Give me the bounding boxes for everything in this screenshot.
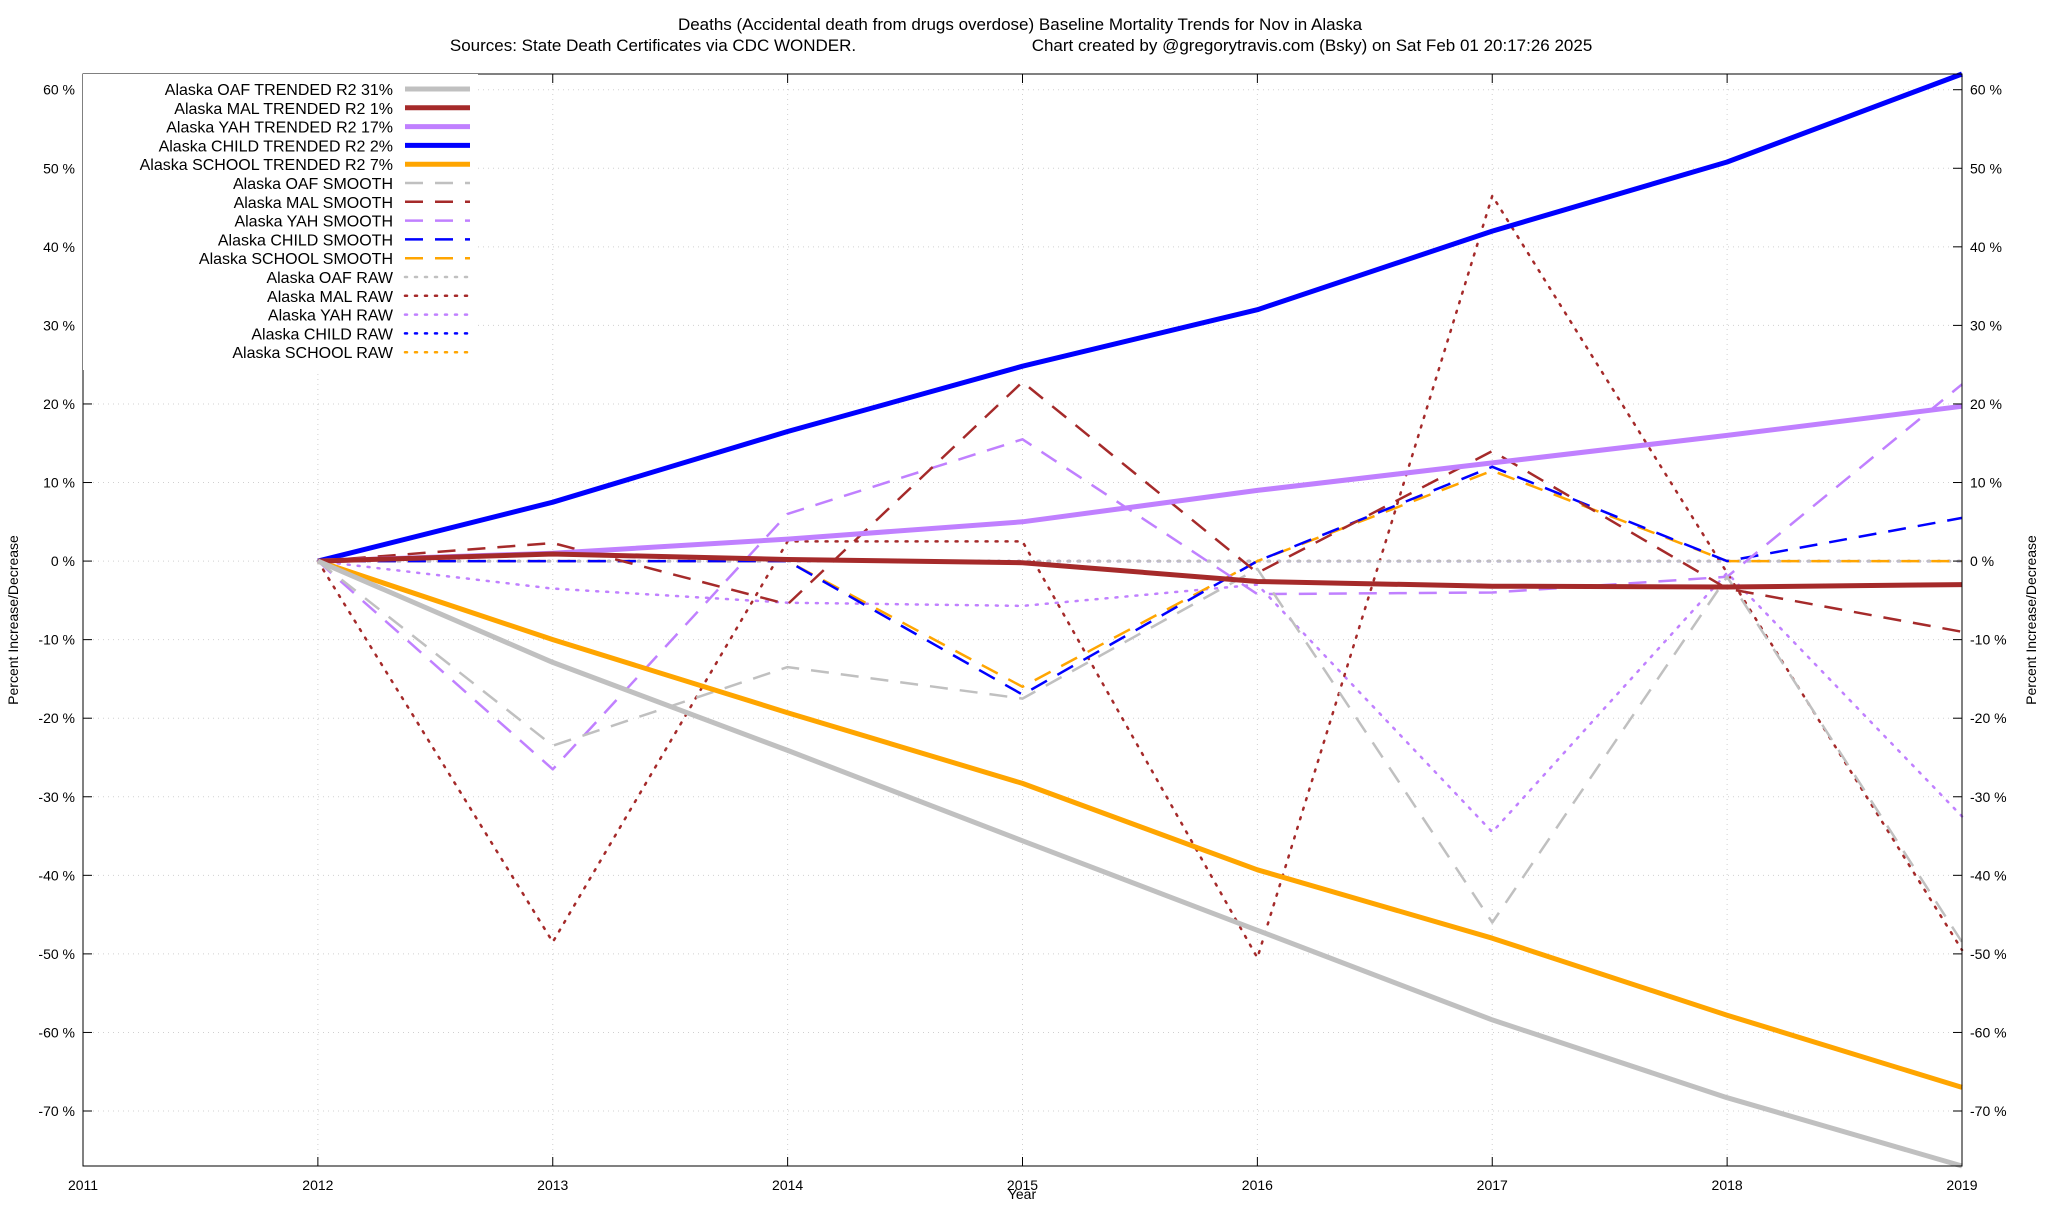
chart-subtitle-credit: Chart created by @gregorytravis.com (Bsk… [1032, 36, 1593, 55]
y-tick-label-right: -40 % [1970, 867, 2007, 883]
y-axis-label-left: Percent Increase/Decrease [5, 535, 21, 705]
legend-label: Alaska MAL RAW [267, 289, 394, 306]
chart-subtitle-source: Sources: State Death Certificates via CD… [450, 36, 856, 55]
y-tick-label-left: 10 % [43, 475, 75, 491]
y-tick-label-left: -70 % [38, 1103, 75, 1119]
y-axis-label-right: Percent Increase/Decrease [2023, 535, 2039, 705]
series-line-alaska-yah-trended-r [317, 403, 1963, 564]
tick-layer: 2011 2012 2013 2014 2015 2016 2017 2018 2019 60 %… [38, 74, 2007, 1193]
legend-label: Alaska MAL SMOOTH [234, 195, 393, 212]
x-tick-label: 2012 [302, 1177, 333, 1193]
y-tick-label-right: 0 % [1970, 553, 1994, 569]
x-tick-label: 2011 [68, 1177, 98, 1193]
legend-label: Alaska OAF SMOOTH [233, 176, 393, 193]
x-tick-label: 2014 [772, 1177, 803, 1193]
legend-label: Alaska CHILD RAW [251, 326, 394, 343]
legend-label: Alaska YAH SMOOTH [234, 214, 393, 231]
y-tick-label-right: -70 % [1970, 1103, 2007, 1119]
y-tick-label-left: 0 % [51, 553, 75, 569]
x-tick-label: 2016 [1242, 1177, 1273, 1193]
series-line-alaska-mal-trended-r [317, 551, 1963, 590]
legend-label: Alaska CHILD SMOOTH [218, 232, 393, 249]
legend-label: Alaska YAH RAW [268, 308, 394, 325]
y-tick-label-right: -10 % [1970, 632, 2007, 648]
y-tick-label-left: -40 % [38, 867, 75, 883]
legend-label: Alaska SCHOOL TRENDED R2 7% [140, 157, 393, 174]
y-tick-label-left: -50 % [38, 946, 75, 962]
y-tick-label-right: -50 % [1970, 946, 2007, 962]
x-tick-label: 2019 [1946, 1177, 1977, 1193]
series-line-alaska-oaf-trended-r [316, 558, 1963, 1169]
series-line-alaska-child-smooth [317, 465, 1963, 696]
legend-label: Alaska CHILD TRENDED R2 2% [159, 138, 393, 155]
y-tick-label-right: 20 % [1970, 396, 2002, 412]
x-tick-label: 2018 [1712, 1177, 1743, 1193]
legend-label: Alaska OAF TRENDED R2 31% [165, 82, 393, 99]
y-tick-label-left: -20 % [38, 710, 75, 726]
series-line-alaska-school-trended-r [317, 558, 1963, 1090]
series-line-alaska-oaf-smooth [317, 560, 1964, 943]
y-tick-label-right: 10 % [1970, 475, 2002, 491]
legend-label: Alaska YAH TRENDED R2 17% [166, 120, 393, 137]
series-line-alaska-yah-smooth [317, 383, 1963, 771]
y-tick-label-left: -60 % [38, 1024, 75, 1040]
chart-title: Deaths (Accidental death from drugs over… [678, 15, 1363, 34]
legend-layer: Alaska OAF TRENDED R2 31% Alaska MAL TREN… [83, 74, 478, 370]
y-tick-label-left: 40 % [43, 239, 75, 255]
y-tick-label-right: 40 % [1970, 239, 2002, 255]
y-tick-label-left: 60 % [43, 82, 75, 98]
x-tick-label: 2017 [1477, 1177, 1508, 1193]
y-tick-label-left: -30 % [38, 789, 75, 805]
series-line-alaska-child-trended-r [317, 71, 1963, 564]
legend-label: Alaska MAL TRENDED R2 1% [174, 101, 393, 118]
y-tick-label-right: -30 % [1970, 789, 2007, 805]
legend-background [83, 74, 478, 370]
y-tick-label-right: -60 % [1970, 1024, 2007, 1040]
y-tick-label-right: 60 % [1970, 82, 2002, 98]
x-tick-label: 2013 [537, 1177, 568, 1193]
y-tick-label-left: -10 % [38, 632, 75, 648]
x-tick-label: 2015 [1007, 1177, 1038, 1193]
y-tick-label-right: 30 % [1970, 317, 2002, 333]
legend-label: Alaska SCHOOL RAW [232, 345, 394, 362]
legend-label: Alaska SCHOOL SMOOTH [199, 251, 393, 268]
y-tick-label-right: -20 % [1970, 710, 2007, 726]
y-tick-label-left: 50 % [43, 160, 75, 176]
y-tick-label-right: 50 % [1970, 160, 2002, 176]
y-tick-label-left: 30 % [43, 317, 75, 333]
series-layer [316, 71, 1964, 1169]
y-tick-label-left: 20 % [43, 396, 75, 412]
series-line-alaska-mal-raw [316, 194, 1964, 960]
legend-label: Alaska OAF RAW [266, 270, 393, 287]
x-axis-label: Year [1008, 1186, 1037, 1200]
